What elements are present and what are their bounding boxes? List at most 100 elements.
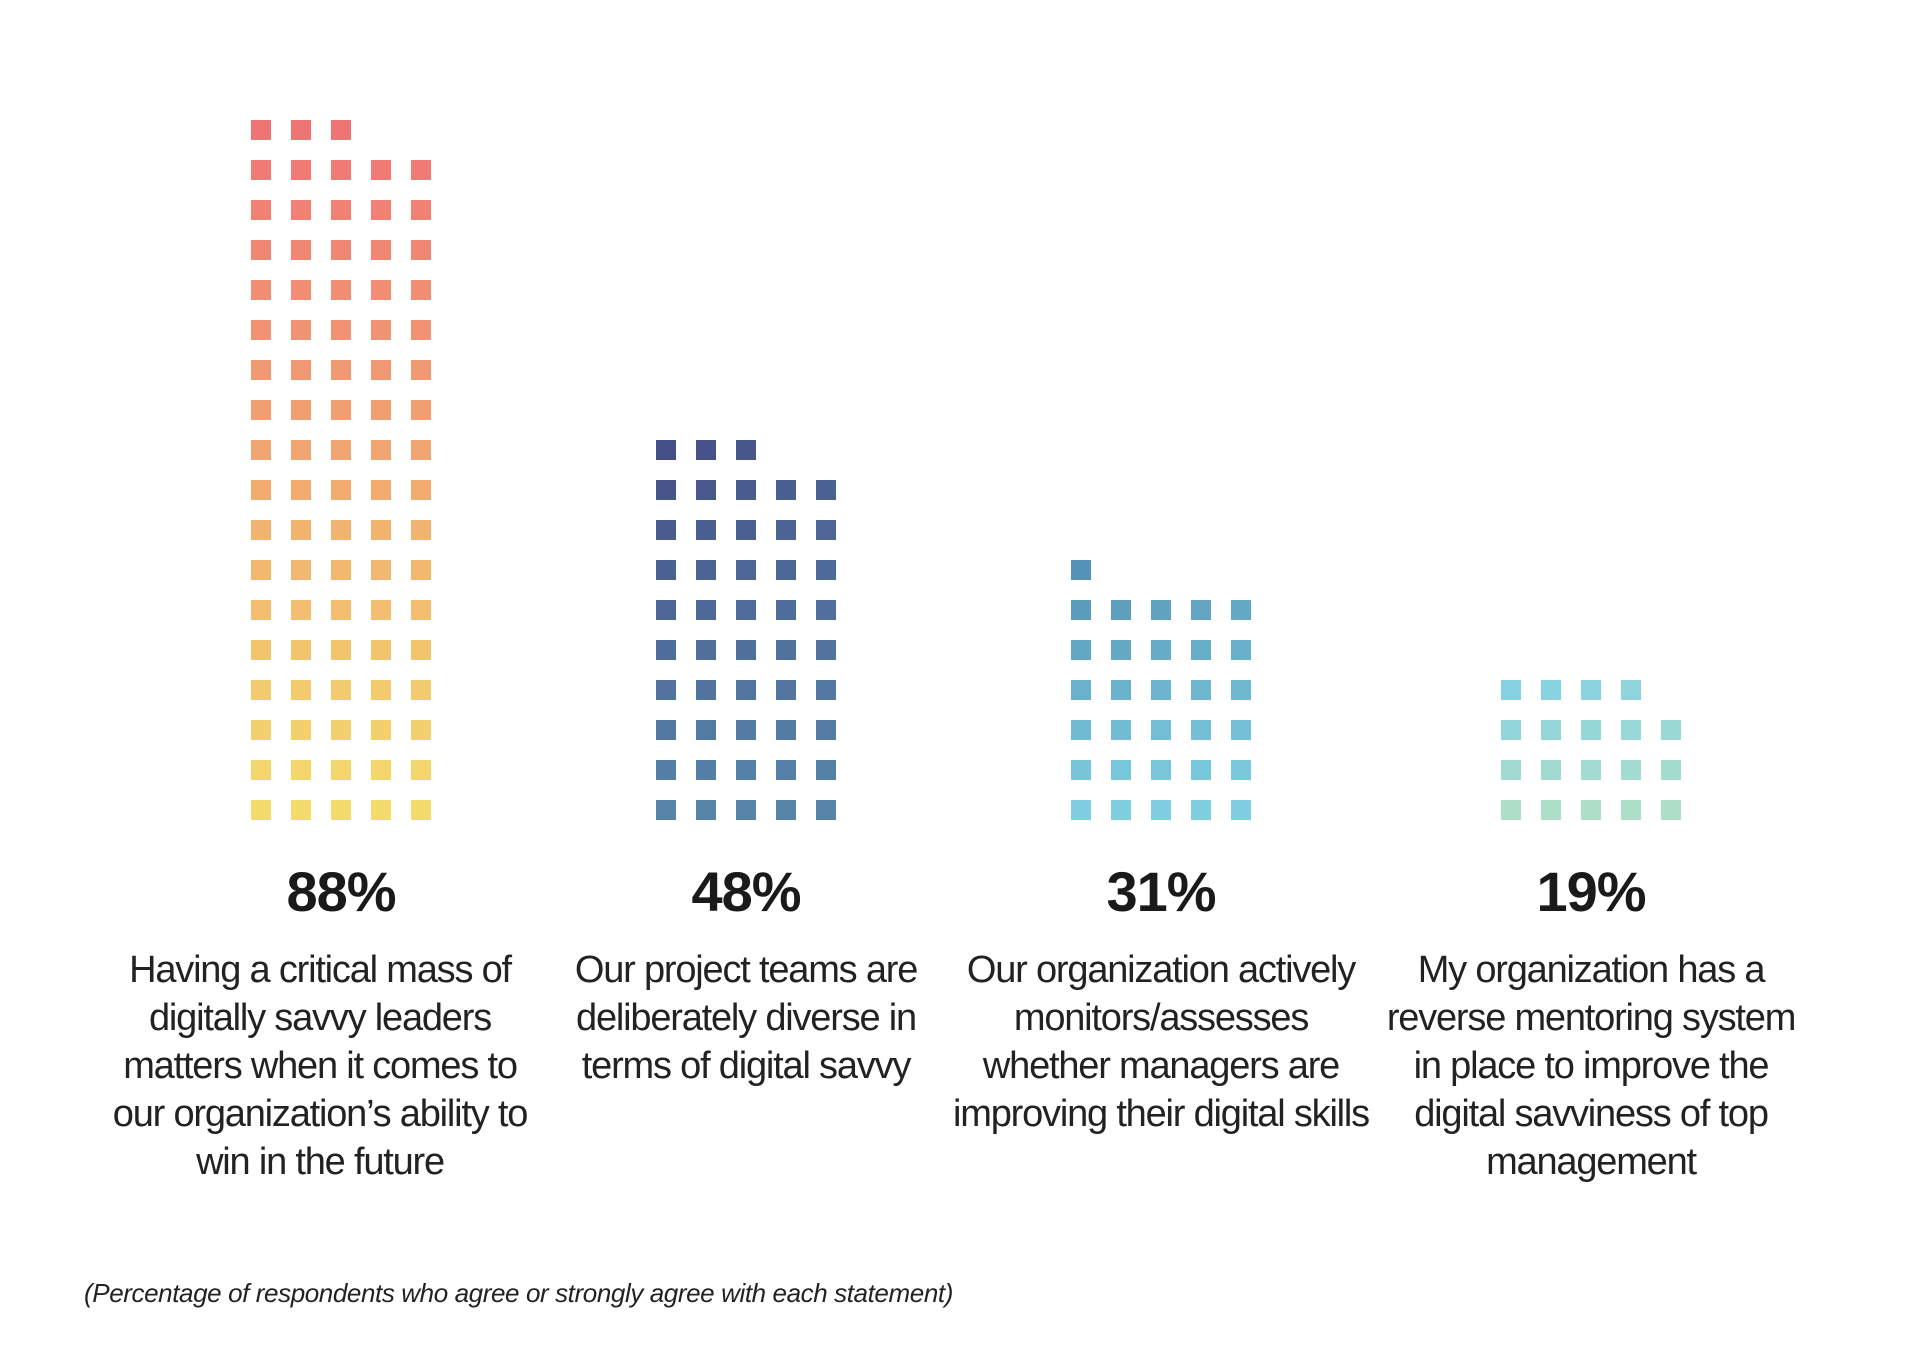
waffle-square <box>1661 720 1681 740</box>
waffle-square <box>1111 720 1131 740</box>
waffle-square <box>371 480 391 500</box>
waffle-square <box>1071 720 1091 740</box>
waffle-square <box>1151 600 1171 620</box>
waffle-square <box>1541 720 1561 740</box>
waffle-square <box>696 480 716 500</box>
waffle-square <box>1661 800 1681 820</box>
waffle-square <box>1191 600 1211 620</box>
waffle-square <box>411 800 431 820</box>
waffle-square <box>736 800 756 820</box>
waffle-square <box>411 360 431 380</box>
waffle-square <box>331 720 351 740</box>
waffle-square <box>1581 760 1601 780</box>
waffle-square <box>1501 680 1521 700</box>
waffle-square <box>411 640 431 660</box>
waffle-square <box>371 280 391 300</box>
waffle-square <box>736 600 756 620</box>
waffle-square <box>331 240 351 260</box>
waffle-square <box>816 600 836 620</box>
waffle-square <box>411 480 431 500</box>
statement-3: Our organization actively monitors/asses… <box>953 949 1370 1135</box>
value-label-3: 31% <box>1106 860 1216 923</box>
waffle-square <box>816 680 836 700</box>
waffle-column-3 <box>1071 560 1251 820</box>
waffle-square <box>411 400 431 420</box>
waffle-square <box>696 440 716 460</box>
waffle-square <box>656 480 676 500</box>
waffle-square <box>371 520 391 540</box>
waffle-square <box>371 240 391 260</box>
waffle-square <box>291 120 311 140</box>
waffle-square <box>291 160 311 180</box>
waffle-square <box>776 680 796 700</box>
waffle-square <box>1661 760 1681 780</box>
waffle-square <box>1621 800 1641 820</box>
waffle-square <box>1151 760 1171 780</box>
waffle-square <box>1541 760 1561 780</box>
waffle-square <box>1501 800 1521 820</box>
waffle-square <box>251 520 271 540</box>
waffle-square <box>371 640 391 660</box>
waffle-square <box>1191 640 1211 660</box>
waffle-square <box>736 720 756 740</box>
waffle-square <box>291 720 311 740</box>
waffle-square <box>331 120 351 140</box>
value-label-1: 88% <box>286 860 396 923</box>
waffle-square <box>736 520 756 540</box>
waffle-square <box>331 480 351 500</box>
waffle-square <box>816 520 836 540</box>
waffle-square <box>736 480 756 500</box>
waffle-square <box>251 480 271 500</box>
waffle-square <box>776 640 796 660</box>
waffle-square <box>696 520 716 540</box>
waffle-square <box>411 280 431 300</box>
waffle-square <box>251 640 271 660</box>
waffle-square <box>1071 680 1091 700</box>
waffle-square <box>411 160 431 180</box>
waffle-square <box>291 760 311 780</box>
waffle-square <box>411 760 431 780</box>
waffle-square <box>371 200 391 220</box>
waffle-square <box>411 240 431 260</box>
waffle-square <box>251 560 271 580</box>
waffle-square <box>291 400 311 420</box>
waffle-square <box>1111 640 1131 660</box>
waffle-square <box>1231 680 1251 700</box>
waffle-square <box>291 640 311 660</box>
waffle-square <box>776 480 796 500</box>
waffle-square <box>291 440 311 460</box>
waffle-square <box>1191 680 1211 700</box>
waffle-square <box>696 640 716 660</box>
waffle-column-1 <box>251 120 431 820</box>
waffle-square <box>291 680 311 700</box>
waffle-square <box>1231 600 1251 620</box>
waffle-square <box>331 400 351 420</box>
waffle-square <box>696 800 716 820</box>
waffle-square <box>411 320 431 340</box>
waffle-square <box>331 200 351 220</box>
waffle-square <box>371 680 391 700</box>
waffle-square <box>736 440 756 460</box>
waffle-square <box>251 440 271 460</box>
waffle-square <box>736 680 756 700</box>
waffle-square <box>331 800 351 820</box>
waffle-square <box>251 800 271 820</box>
waffle-square <box>291 360 311 380</box>
waffle-square <box>251 240 271 260</box>
waffle-square <box>1071 560 1091 580</box>
waffle-square <box>291 520 311 540</box>
waffle-square <box>411 440 431 460</box>
waffle-square <box>696 600 716 620</box>
waffle-square <box>371 440 391 460</box>
waffle-square <box>331 560 351 580</box>
waffle-square <box>251 200 271 220</box>
waffle-square <box>371 400 391 420</box>
waffle-square <box>696 760 716 780</box>
waffle-square <box>411 560 431 580</box>
waffle-square <box>736 760 756 780</box>
waffle-square <box>331 680 351 700</box>
waffle-square <box>371 560 391 580</box>
waffle-square <box>1231 720 1251 740</box>
